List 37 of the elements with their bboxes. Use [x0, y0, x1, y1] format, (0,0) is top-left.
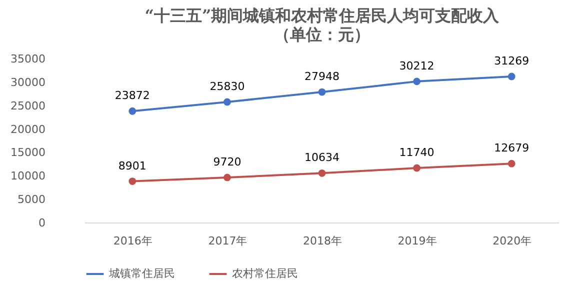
x-tick-label: 2017年: [208, 234, 248, 248]
point: [508, 72, 516, 80]
point: [318, 88, 326, 96]
y-tick-label: 25000: [10, 99, 46, 112]
data-label: 9720: [213, 155, 242, 168]
x-tick-label: 2019年: [398, 234, 437, 248]
point: [128, 107, 136, 115]
chart-title: “十三五”期间城镇和农村常住居民人均可支配收入: [144, 6, 500, 25]
point: [413, 78, 421, 86]
y-tick-label: 5000: [18, 193, 46, 206]
data-label: 12679: [494, 142, 530, 155]
legend-label: 农村常住居民: [232, 267, 298, 280]
data-label: 31269: [494, 54, 530, 68]
x-tick-label: 2018年: [303, 234, 342, 248]
y-tick-label: 35000: [10, 52, 46, 66]
point: [128, 178, 136, 185]
point: [223, 98, 231, 106]
x-tick-label: 2016年: [113, 234, 152, 248]
data-label: 30212: [399, 59, 434, 72]
data-label: 10634: [304, 151, 340, 164]
y-tick-label: 10000: [10, 170, 46, 183]
y-tick-label: 0: [38, 216, 46, 230]
data-label: 8901: [118, 159, 146, 172]
chart-subtitle: （单位：元）: [274, 25, 370, 44]
y-tick-label: 20000: [10, 122, 46, 136]
point: [318, 169, 326, 177]
data-label: 23872: [114, 89, 150, 102]
data-label: 11740: [399, 146, 434, 159]
y-tick-label: 15000: [10, 146, 46, 160]
data-label: 25830: [210, 80, 245, 93]
point: [223, 174, 231, 182]
x-tick-label: 2020年: [492, 234, 532, 248]
point: [508, 160, 516, 168]
legend-label: 城镇常住居民: [108, 267, 175, 280]
data-label: 27948: [304, 70, 340, 84]
point: [413, 164, 421, 172]
y-tick-label: 30000: [10, 76, 46, 89]
